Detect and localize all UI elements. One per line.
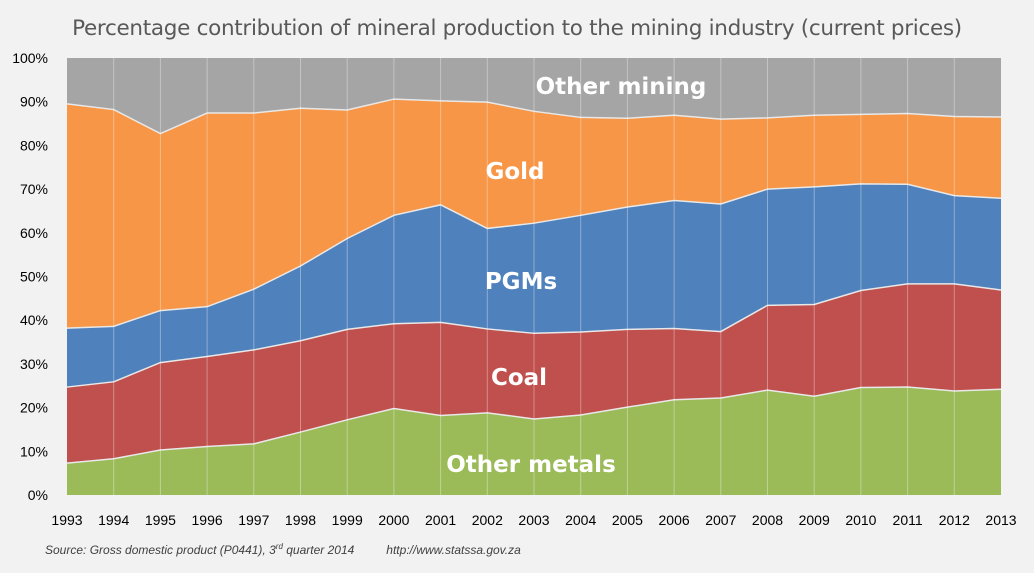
y-tick-label: 100%: [12, 50, 48, 66]
y-tick-label: 0%: [28, 487, 48, 503]
x-tick-label: 2006: [659, 512, 690, 528]
x-tick-label: 2002: [472, 512, 503, 528]
x-tick-label: 2005: [612, 512, 643, 528]
x-tick-label: 2011: [893, 512, 923, 528]
x-tick-label: 1998: [285, 512, 316, 528]
series-label-other-mining: Other mining: [536, 74, 707, 100]
x-tick-label: 1994: [98, 512, 129, 528]
area-other-mining: [67, 58, 1001, 134]
x-tick-label: 2004: [565, 512, 596, 528]
y-tick-label: 50%: [20, 269, 48, 285]
x-tick-label: 2003: [518, 512, 549, 528]
x-tick-label: 2012: [939, 512, 970, 528]
boundary-line: [66, 386, 1002, 464]
area-coal: [67, 283, 1001, 464]
source-superscript: rd: [275, 542, 283, 551]
x-tick-label: 2000: [378, 512, 409, 528]
area-gold: [67, 99, 1001, 329]
chart-title: Percentage contribution of mineral produ…: [72, 16, 962, 41]
boundary-line: [66, 283, 1002, 388]
y-tick-label: 60%: [20, 225, 48, 241]
y-tick-label: 20%: [20, 400, 48, 416]
x-tick-label: 1993: [51, 512, 82, 528]
y-tick-label: 70%: [20, 181, 48, 197]
y-tick-label: 80%: [20, 137, 48, 153]
area-other-metals: [67, 387, 1001, 495]
series-label-gold: Gold: [485, 159, 544, 185]
source-suffix: quarter 2014: [282, 543, 355, 557]
x-tick-label: 2008: [752, 512, 783, 528]
boundary-line: [66, 98, 1002, 135]
x-tick-label: 1999: [332, 512, 363, 528]
x-tick-label: 2010: [845, 512, 876, 528]
x-tick-label: 2009: [799, 512, 830, 528]
area-pgms: [67, 183, 1001, 388]
boundary-line: [66, 183, 1002, 329]
x-tick-label: 2007: [705, 512, 736, 528]
x-tick-label: 2013: [985, 512, 1016, 528]
source-prefix: Source: Gross domestic product (P0441), …: [45, 543, 276, 557]
series-label-coal: Coal: [491, 365, 547, 391]
y-tick-label: 30%: [20, 356, 48, 372]
source-url: http://www.statssa.gov.za: [386, 543, 521, 557]
y-tick-label: 90%: [20, 94, 48, 110]
y-tick-label: 10%: [20, 443, 48, 459]
series-label-pgms: PGMs: [485, 269, 557, 295]
x-tick-label: 2001: [425, 512, 456, 528]
x-tick-label: 1997: [238, 512, 269, 528]
source-note: Source: Gross domestic product (P0441), …: [45, 542, 521, 557]
x-tick-label: 1996: [192, 512, 223, 528]
series-label-other-metals: Other metals: [446, 452, 616, 478]
x-tick-label: 1995: [145, 512, 176, 528]
y-tick-label: 40%: [20, 312, 48, 328]
